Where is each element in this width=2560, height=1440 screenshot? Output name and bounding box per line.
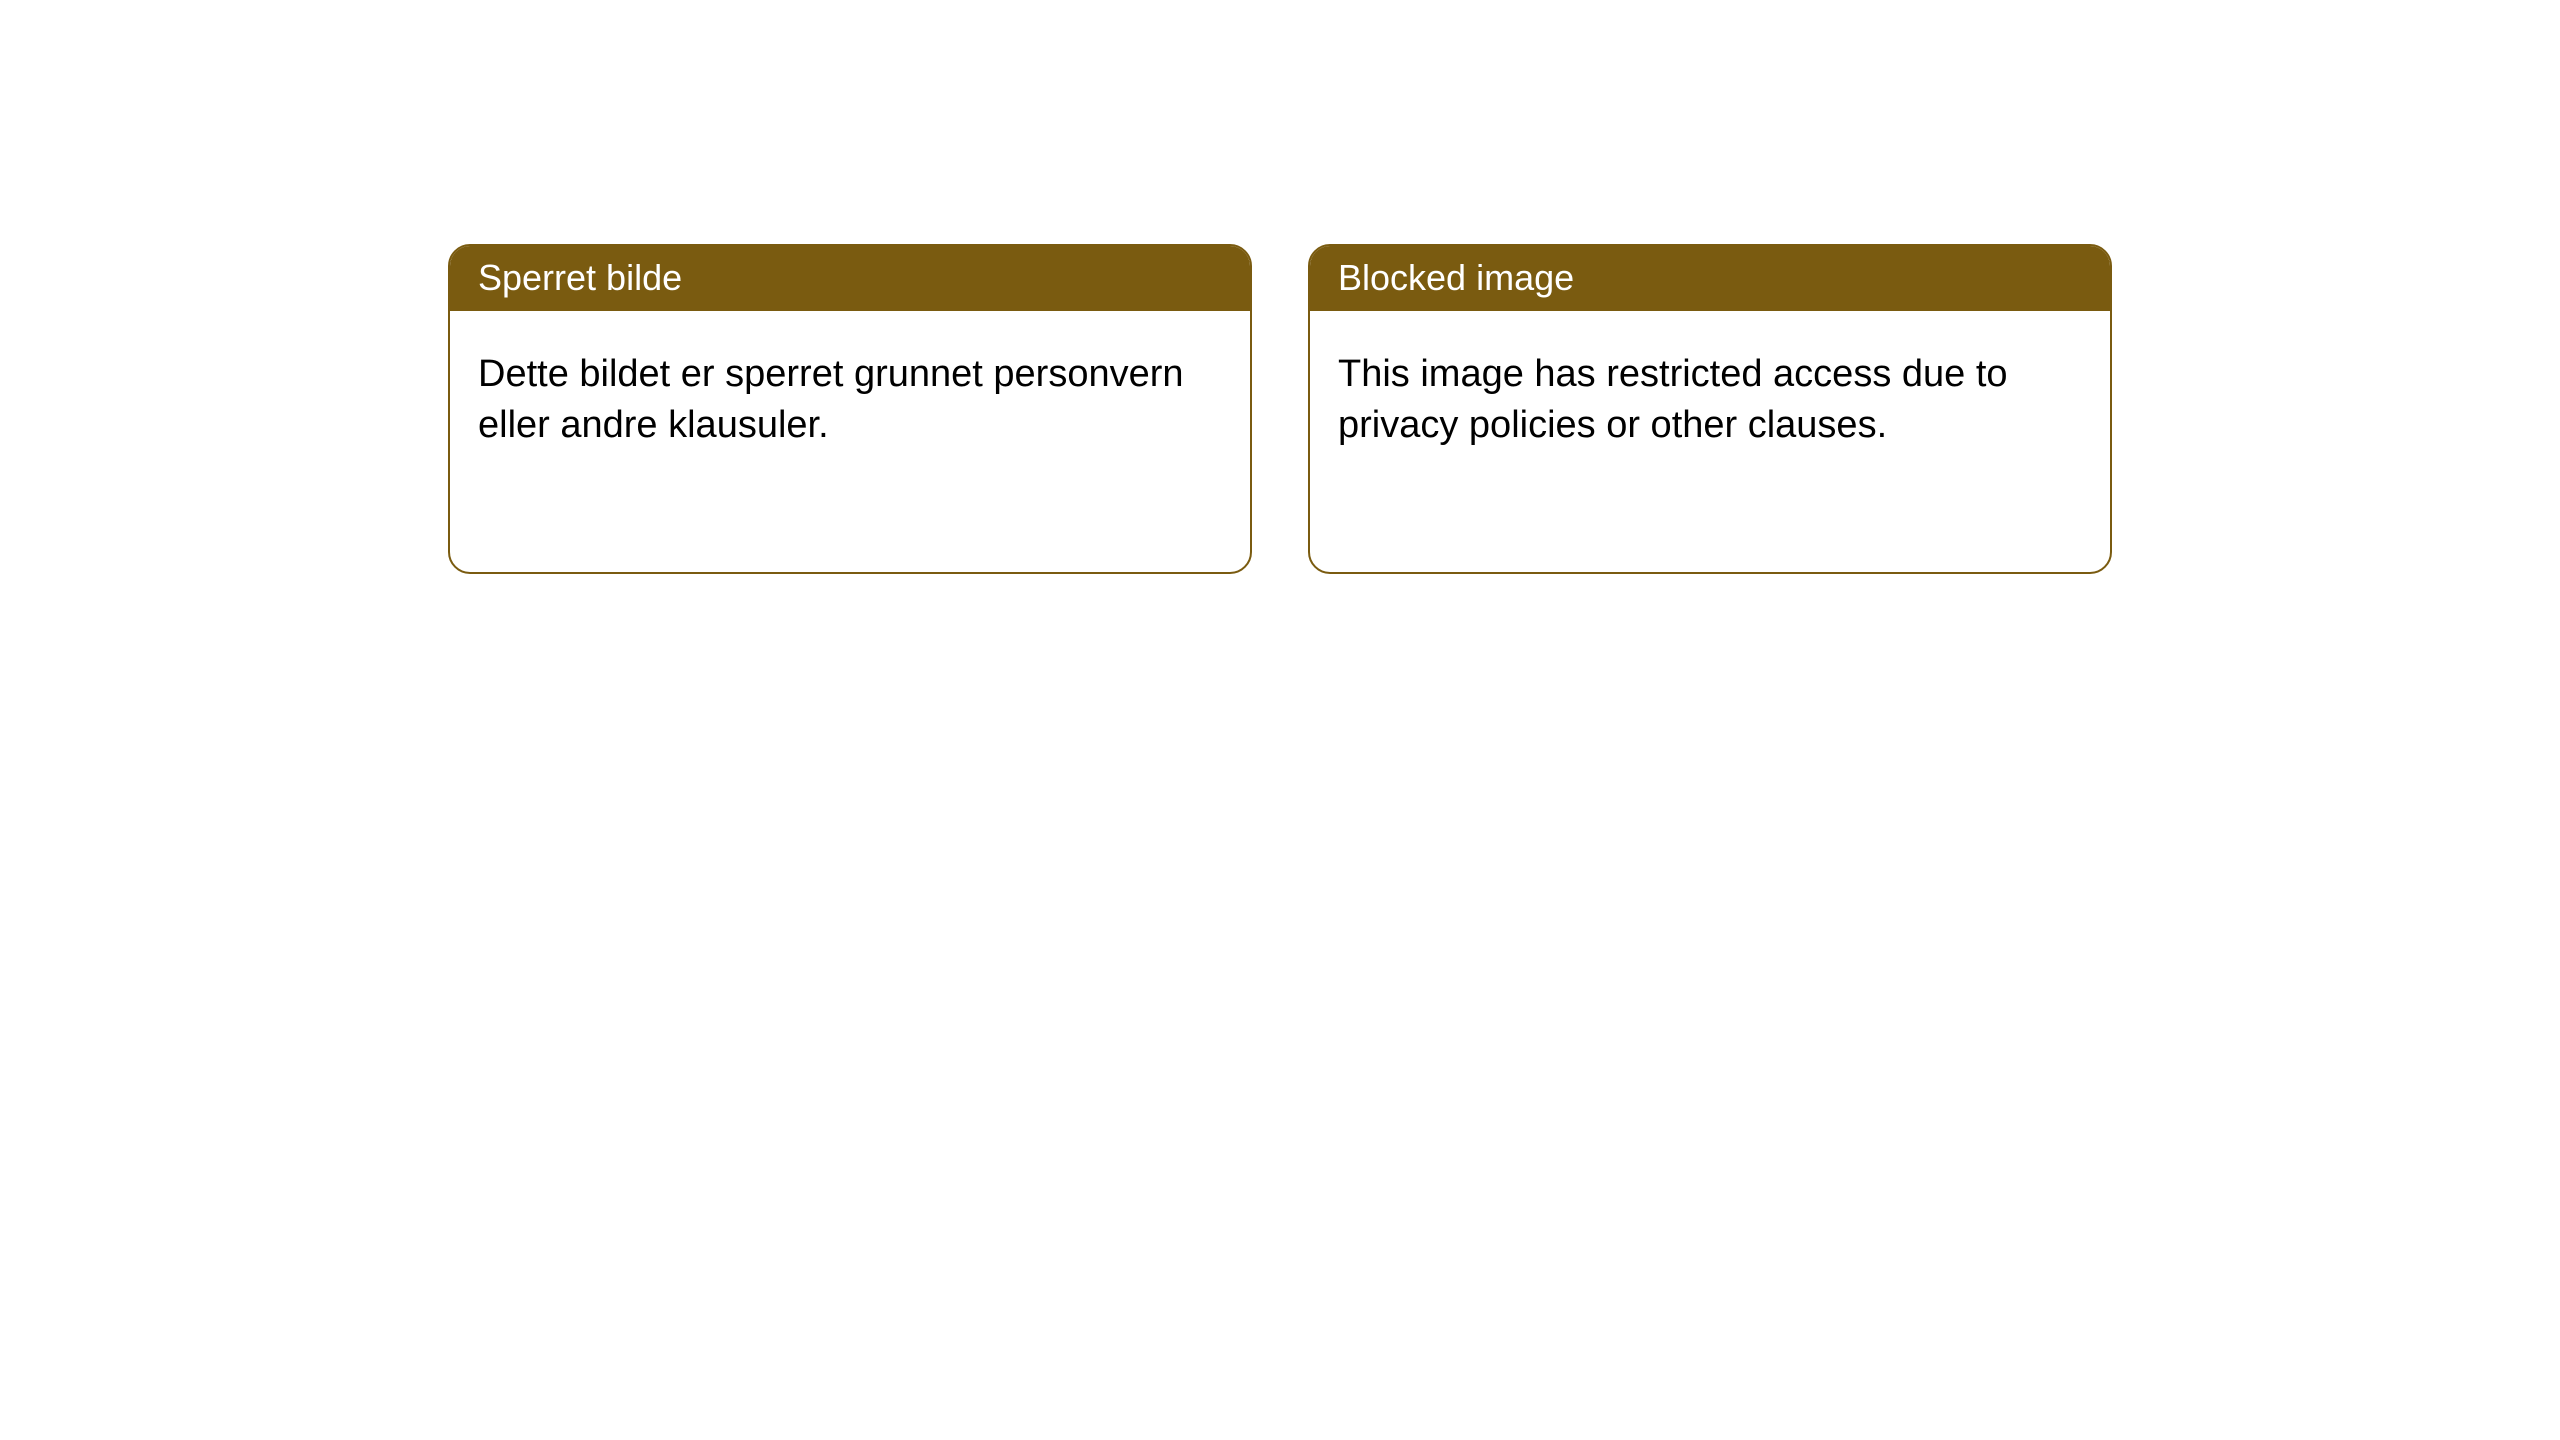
notice-container: Sperret bilde Dette bildet er sperret gr… bbox=[0, 0, 2560, 574]
notice-box-english: Blocked image This image has restricted … bbox=[1308, 244, 2112, 574]
notice-box-norwegian: Sperret bilde Dette bildet er sperret gr… bbox=[448, 244, 1252, 574]
notice-header: Blocked image bbox=[1310, 246, 2110, 311]
notice-body: Dette bildet er sperret grunnet personve… bbox=[450, 311, 1250, 480]
notice-header: Sperret bilde bbox=[450, 246, 1250, 311]
notice-body: This image has restricted access due to … bbox=[1310, 311, 2110, 480]
